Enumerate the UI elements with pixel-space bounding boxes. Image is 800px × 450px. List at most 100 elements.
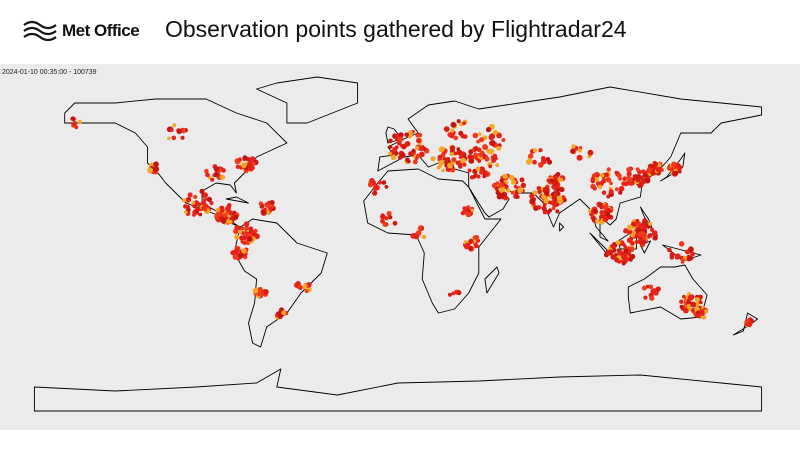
- observation-point: [510, 191, 515, 195]
- observation-point: [529, 197, 536, 204]
- observation-point: [616, 173, 622, 179]
- observation-point: [478, 132, 482, 136]
- observation-point: [590, 176, 596, 182]
- observation-point: [267, 204, 271, 208]
- observation-point: [466, 205, 471, 210]
- observation-point: [258, 201, 264, 206]
- observation-point: [241, 248, 247, 254]
- observation-point: [595, 173, 600, 178]
- observation-point: [460, 159, 465, 164]
- observation-point: [592, 186, 597, 191]
- observation-point: [551, 206, 556, 211]
- observation-point: [571, 144, 576, 149]
- observation-point: [209, 200, 214, 206]
- observation-point: [660, 168, 664, 172]
- observation-point: [449, 132, 455, 139]
- observation-point: [472, 132, 479, 139]
- observation-point: [238, 229, 243, 234]
- observation-point: [392, 220, 398, 226]
- observation-point: [529, 193, 535, 199]
- observation-point: [603, 203, 609, 210]
- map-background: [0, 64, 800, 430]
- observation-point: [482, 144, 488, 150]
- observation-point: [510, 179, 517, 185]
- observation-point: [390, 154, 397, 161]
- observation-point: [556, 191, 561, 196]
- observation-point: [641, 169, 646, 174]
- observation-point: [479, 169, 485, 175]
- observation-point: [234, 224, 240, 231]
- observation-point: [559, 186, 565, 193]
- observation-point: [478, 152, 484, 158]
- observation-point: [450, 167, 456, 173]
- coastline: [377, 86, 763, 242]
- observation-point: [210, 177, 215, 182]
- observation-point: [202, 192, 209, 199]
- observation-point: [234, 234, 240, 240]
- observation-point: [496, 145, 502, 151]
- observation-point: [269, 200, 275, 206]
- observation-point: [630, 241, 635, 246]
- observation-point: [176, 128, 182, 135]
- observation-point: [576, 154, 583, 161]
- observation-point: [538, 148, 543, 153]
- observation-point: [205, 172, 210, 178]
- observation-point: [622, 253, 628, 260]
- observation-point: [367, 182, 373, 188]
- observation-point: [238, 157, 242, 162]
- observation-point: [684, 249, 690, 255]
- observation-point: [438, 160, 445, 166]
- observation-point: [421, 234, 427, 240]
- observation-point: [488, 134, 495, 141]
- observation-point: [607, 249, 614, 255]
- observation-point: [499, 187, 506, 194]
- observation-point: [648, 284, 654, 290]
- observation-point: [219, 208, 225, 213]
- observation-point: [674, 255, 680, 260]
- observation-point: [630, 221, 637, 227]
- observation-point: [251, 161, 256, 166]
- observation-point: [451, 291, 456, 296]
- observation-point: [549, 178, 554, 183]
- observation-point: [618, 185, 625, 192]
- observation-point: [473, 234, 480, 241]
- observation-point: [247, 161, 252, 166]
- logo-icon: [23, 20, 57, 42]
- observation-point: [460, 133, 466, 139]
- observation-point: [704, 309, 709, 314]
- observation-point: [618, 177, 622, 181]
- observation-point: [382, 222, 387, 227]
- observation-point: [167, 136, 171, 141]
- observation-point: [187, 192, 193, 198]
- observation-point: [449, 151, 455, 157]
- observation-point: [623, 245, 628, 249]
- observation-point: [690, 251, 695, 257]
- observation-point: [263, 289, 269, 295]
- observation-point: [193, 194, 198, 200]
- observation-point: [240, 162, 247, 169]
- observation-point: [528, 153, 534, 159]
- observation-point: [605, 177, 612, 183]
- observation-point: [647, 233, 653, 238]
- observation-point: [454, 151, 459, 156]
- observation-point: [502, 173, 508, 179]
- title: Observation points gathered by Flightrad…: [165, 16, 627, 42]
- observation-point: [451, 157, 457, 163]
- observation-point: [258, 287, 263, 292]
- observation-point: [441, 168, 445, 173]
- observation-point: [473, 152, 478, 157]
- observation-point: [542, 210, 547, 215]
- observation-point: [380, 213, 385, 218]
- observation-point: [610, 254, 616, 260]
- observation-point: [180, 135, 185, 140]
- observation-point: [275, 313, 279, 317]
- observation-point: [621, 261, 626, 266]
- observation-point: [649, 295, 655, 301]
- coastline: [225, 196, 249, 204]
- observation-point: [463, 243, 470, 250]
- observation-point: [259, 291, 264, 296]
- observation-point: [206, 196, 212, 202]
- observation-point: [499, 178, 504, 183]
- observation-point: [484, 156, 490, 162]
- observation-point: [220, 218, 227, 224]
